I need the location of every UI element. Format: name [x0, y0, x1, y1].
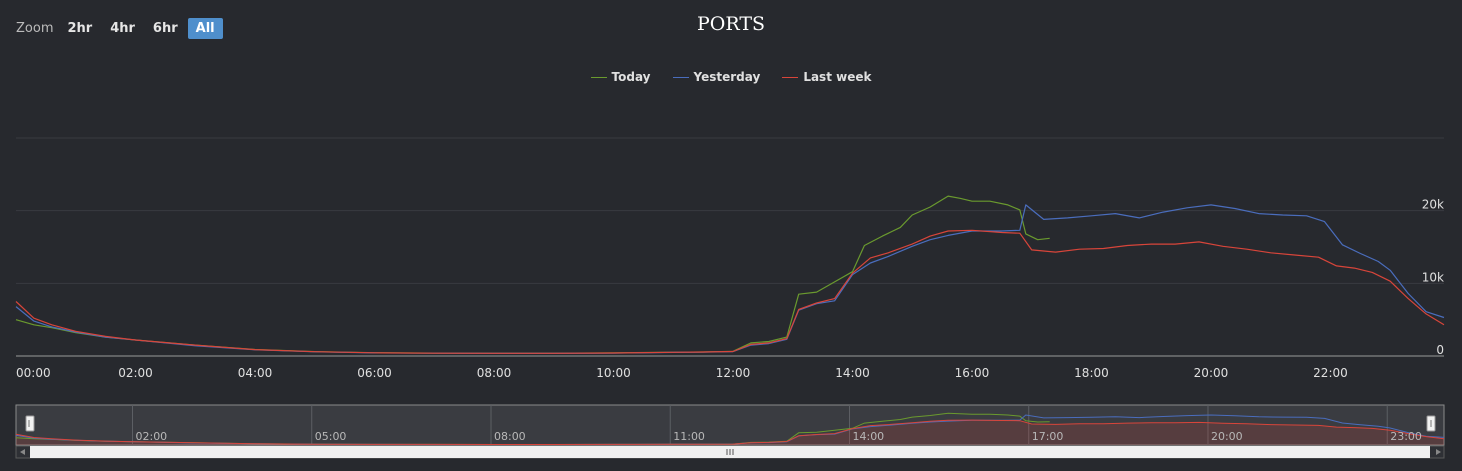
series-layer: [15, 195, 1445, 354]
x-tick-label: 02:00: [118, 366, 153, 380]
scroll-right-arrow-icon[interactable]: [1436, 449, 1441, 455]
chart-title: PORTS: [696, 13, 766, 35]
x-tick-label: 14:00: [835, 366, 870, 380]
legend-item-yesterday[interactable]: Yesterday: [672, 70, 761, 84]
legend-swatch-last-week: [782, 76, 799, 78]
legend-label-last-week: Last week: [803, 70, 872, 84]
navigator-tick-label: 23:00: [1390, 430, 1422, 443]
zoom-button-all[interactable]: All: [187, 17, 223, 39]
scroll-left-arrow-icon[interactable]: [20, 449, 25, 455]
navigator-background: [15, 404, 1445, 446]
navigator[interactable]: 02:00 05:00 08:00 11:00 14:00 17:00 20:00 23:00: [15, 404, 1445, 459]
zoom-button-6hr[interactable]: 6hr: [152, 20, 178, 36]
navigator-labels: 02:00 05:00 08:00 11:00 14:00 17:00 20:00 23:00: [135, 430, 1421, 443]
navigator-line-last-week: [15, 419, 1445, 445]
x-tick-label: 12:00: [716, 366, 751, 380]
x-tick-label: 08:00: [477, 366, 512, 380]
y-tick-label: 0: [1436, 343, 1444, 357]
x-tick-label: 04:00: [238, 366, 273, 380]
navigator-tick-label: 17:00: [1032, 430, 1064, 443]
navigator-tick-label: 05:00: [315, 430, 347, 443]
series-line-yesterday: [15, 204, 1445, 354]
navigator-tick-label: 08:00: [494, 430, 526, 443]
series-line-last-week: [15, 229, 1445, 354]
x-tick-label: 20:00: [1194, 366, 1229, 380]
legend-item-today[interactable]: Today: [590, 70, 651, 84]
navigator-series: [15, 412, 1445, 445]
x-tick-label: 06:00: [357, 366, 392, 380]
navigator-grid: [131, 405, 1388, 445]
axis-layer: 00:00 02:00 04:00 06:00 08:00 10:00 12:00 14:00…: [16, 198, 1444, 380]
grid-layer: [16, 137, 1444, 357]
x-tick-label: 10:00: [596, 366, 631, 380]
zoom-label: Zoom: [16, 20, 54, 36]
navigator-tick-label: 20:00: [1211, 430, 1243, 443]
x-tick-label: 22:00: [1313, 366, 1348, 380]
series-line-today: [15, 195, 1050, 354]
x-tick-label: 16:00: [955, 366, 990, 380]
navigator-area: [16, 420, 1444, 445]
legend-label-today: Today: [611, 70, 651, 84]
zoom-button-2hr[interactable]: 2hr: [67, 20, 93, 36]
navigator-tick-label: 02:00: [135, 430, 167, 443]
y-tick-label: 10k: [1422, 270, 1444, 284]
zoom-button-4hr[interactable]: 4hr: [110, 20, 135, 36]
scrollbar-grip-icon: [726, 449, 734, 455]
legend-item-last-week[interactable]: Last week: [782, 70, 871, 84]
legend-swatch-today: [590, 76, 607, 78]
legend-label-yesterday: Yesterday: [693, 70, 761, 84]
x-tick-label: 18:00: [1074, 366, 1109, 380]
zoom-bar: Zoom 2hr 4hr 6hr All: [16, 17, 223, 39]
navigator-tick-label: 14:00: [852, 430, 884, 443]
navigator-handle-left[interactable]: [25, 415, 35, 432]
navigator-tick-label: 11:00: [673, 430, 705, 443]
legend-swatch-yesterday: [672, 76, 689, 78]
y-tick-label: 20k: [1422, 198, 1444, 212]
legend: Today Yesterday Last week: [0, 70, 1462, 84]
x-tick-label: 00:00: [16, 366, 51, 380]
